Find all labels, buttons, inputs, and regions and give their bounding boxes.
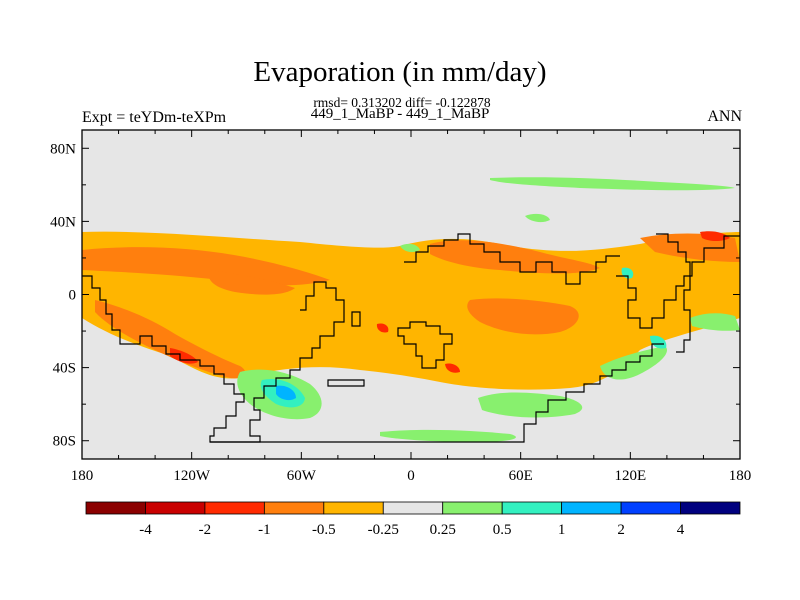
x-tick-label: 120W [173, 468, 211, 484]
colorbar-swatch [323, 501, 384, 515]
field-patch-positive-tropical [400, 243, 420, 253]
x-tick-label: 180 [71, 468, 94, 484]
y-tick-label: 80S [53, 434, 76, 450]
colorbar: -4 -2 -1 -0.5 -0.25 0.25 0.5 1 2 4 [85, 501, 741, 538]
colorbar-label: 0.5 [493, 522, 512, 538]
colorbar-label: 0.25 [430, 522, 456, 538]
field-layer [82, 177, 740, 443]
field-patch-blue-south-atlantic [276, 385, 296, 401]
x-tick-label: 0 [407, 468, 415, 484]
colorbar-swatch [620, 501, 681, 515]
continent-outline-island-2 [351, 311, 361, 327]
x-tick-label: 60E [509, 468, 533, 484]
colorbar-swatch [680, 501, 741, 515]
y-tick-label: 80N [50, 141, 76, 157]
chart-subtitle: 449_1_MaBP - 449_1_MaBP [310, 106, 490, 122]
y-tick-label: 0 [69, 288, 77, 304]
field-patch-positive-arctic [490, 177, 735, 191]
colorbar-swatch [145, 501, 206, 515]
experiment-label: Expt = teYDm-teXPm [82, 109, 227, 126]
continent-outline-antarctica [210, 343, 664, 443]
x-tick-label: 120E [614, 468, 646, 484]
colorbar-label: -0.25 [368, 522, 399, 538]
x-tick-label: 60W [287, 468, 317, 484]
y-axis: 80N 40N 0 40S 80S [50, 141, 740, 450]
field-spot-strong-negative-3 [445, 363, 460, 373]
colorbar-swatch [263, 501, 325, 515]
colorbar-swatch [204, 501, 265, 515]
field-patch-moderate-negative-indian [467, 298, 579, 335]
x-axis: 180 120W 60W 0 60E 120E 180 [71, 130, 752, 484]
field-patch-moderate-negative-north-pacific [82, 247, 330, 286]
colorbar-swatch [561, 501, 622, 515]
field-patch-positive-antarctic-margin [380, 429, 516, 442]
stats-text: rmsd= 0.313202 diff= -0.122878 [313, 95, 491, 110]
field-patch-positive-southern-ocean [478, 392, 583, 418]
continent-outline-pacific-east [656, 233, 691, 353]
colorbar-swatch [442, 501, 503, 515]
colorbar-label: 2 [617, 522, 625, 538]
colorbar-label: -0.5 [312, 522, 336, 538]
y-tick-label: 40S [53, 361, 76, 377]
y-tick-label: 40N [50, 214, 76, 230]
colorbar-label: -2 [199, 522, 212, 538]
colorbar-label: 4 [677, 522, 685, 538]
season-label: ANN [707, 108, 742, 125]
field-patch-positive-east-pacific [690, 313, 740, 331]
field-patch-positive-indo-pacific [600, 346, 668, 380]
colorbar-swatch [501, 501, 563, 515]
chart-title: Evaporation (in mm/day) [253, 56, 547, 88]
field-patch-moderate-negative-tropics [208, 270, 295, 295]
colorbar-label: -4 [139, 522, 152, 538]
field-spot-strong-negative-2 [700, 231, 730, 241]
colorbar-label: -1 [258, 522, 271, 538]
x-tick-label: 180 [729, 468, 752, 484]
field-patch-positive-north-atlantic [525, 213, 550, 223]
colorbar-label: 1 [558, 522, 566, 538]
continent-outline-island-1 [327, 379, 365, 387]
colorbar-swatch [85, 501, 146, 515]
continent-outline-australasia [616, 235, 740, 329]
field-spot-strong-negative-4 [376, 323, 389, 333]
continent-outline-africa-eurasia [404, 233, 620, 285]
field-patch-moderate-negative-atlantic [430, 240, 600, 274]
continent-outline-africa-south [397, 321, 453, 369]
field-patch-cyan-indo-pacific [650, 335, 667, 349]
continent-outline-americas [82, 275, 345, 443]
colorbar-swatch [382, 501, 444, 515]
field-patch-moderate-negative-south-pacific [95, 300, 246, 379]
